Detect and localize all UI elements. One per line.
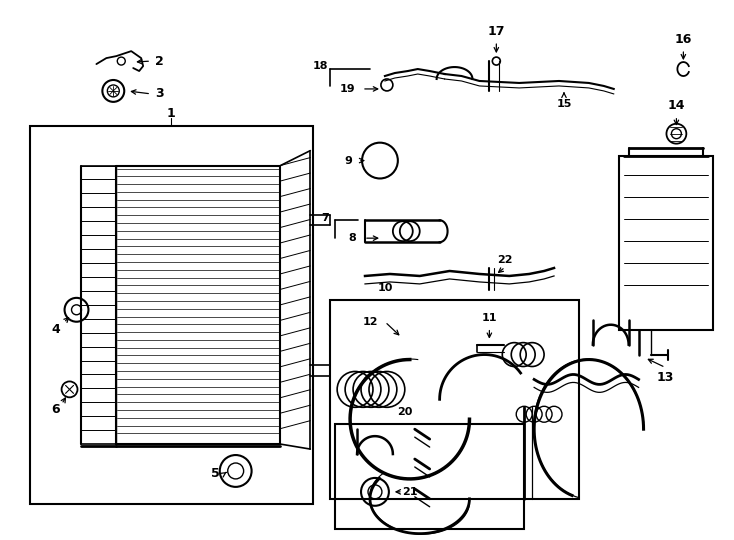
- Text: 22: 22: [498, 255, 513, 265]
- Text: 3: 3: [155, 87, 164, 100]
- Text: 21: 21: [402, 487, 418, 497]
- Text: 17: 17: [487, 25, 505, 38]
- Text: 13: 13: [657, 371, 674, 384]
- Text: 20: 20: [397, 407, 413, 417]
- Text: 15: 15: [556, 99, 572, 109]
- Bar: [335, 424, 524, 529]
- Text: 10: 10: [377, 283, 393, 293]
- Text: 11: 11: [482, 313, 497, 323]
- Text: 4: 4: [51, 323, 60, 336]
- Text: 6: 6: [51, 403, 60, 416]
- Text: 2: 2: [155, 55, 164, 68]
- Text: 12: 12: [363, 317, 378, 327]
- Bar: [30, 126, 313, 504]
- Text: 8: 8: [348, 233, 356, 243]
- Bar: [330, 300, 579, 499]
- Text: 5: 5: [211, 468, 220, 481]
- Text: 9: 9: [344, 156, 352, 166]
- Text: 14: 14: [668, 99, 685, 112]
- Text: 18: 18: [313, 61, 328, 71]
- Text: 7: 7: [321, 213, 329, 223]
- Text: 1: 1: [167, 107, 175, 120]
- Text: 16: 16: [675, 33, 692, 46]
- Bar: [619, 156, 713, 330]
- Text: 19: 19: [339, 84, 355, 94]
